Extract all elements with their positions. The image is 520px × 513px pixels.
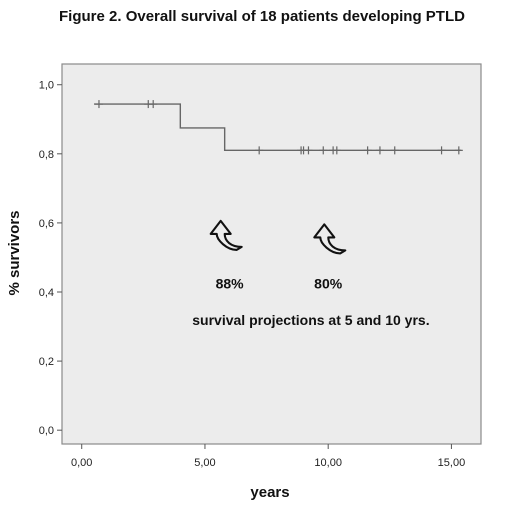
censor-mark — [332, 146, 341, 155]
annotation-text: survival projections at 5 and 10 yrs. — [192, 312, 429, 328]
series-layer — [94, 100, 463, 155]
censor-mark — [94, 100, 103, 109]
annotation-text: 80% — [314, 276, 343, 292]
censor-mark — [304, 146, 313, 155]
censor-mark — [149, 100, 158, 109]
censor-mark — [363, 146, 372, 155]
curved-arrow-icon-2 — [313, 223, 347, 255]
censor-mark — [319, 146, 328, 155]
x-tick-label: 5,00 — [194, 457, 215, 469]
x-tick-label: 15,00 — [438, 457, 466, 469]
annotation-text: 88% — [216, 276, 245, 292]
plot-area — [61, 63, 482, 445]
y-tick-label: 0,4 — [39, 287, 54, 299]
y-tick-label: 0,2 — [39, 356, 54, 368]
censor-mark — [375, 146, 384, 155]
tick-layer: 0,0 0,2 0,4 0,6 0,8 1,0 0,00 5,00 10,00 15,00 — [39, 80, 465, 469]
curved-arrow-icon-1 — [209, 219, 243, 251]
y-tick-label: 1,0 — [39, 80, 54, 92]
x-axis-title: years — [250, 484, 289, 501]
y-tick-label: 0,0 — [39, 425, 54, 437]
censor-mark — [255, 146, 264, 155]
y-axis-title: % survivors — [6, 210, 23, 295]
annotation-layer: 88% 80% survival projections at 5 and 10 y… — [192, 219, 430, 328]
y-tick-label: 0,6 — [39, 218, 54, 230]
x-tick-label: 10,00 — [314, 457, 342, 469]
censor-mark — [390, 146, 399, 155]
survival-step-line — [94, 103, 462, 152]
x-tick-label: 0,00 — [71, 457, 92, 469]
y-tick-label: 0,8 — [39, 149, 54, 161]
chart-title: Figure 2. Overall survival of 18 patient… — [59, 8, 465, 25]
censor-mark — [454, 146, 463, 155]
censor-mark — [437, 146, 446, 155]
